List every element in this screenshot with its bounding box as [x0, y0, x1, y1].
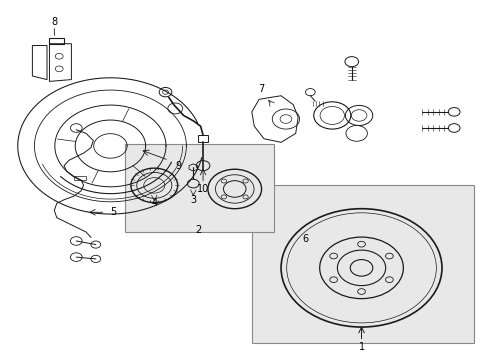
Text: 2: 2 — [195, 225, 201, 235]
Text: 4: 4 — [151, 198, 157, 208]
Bar — [49, 39, 64, 44]
Bar — [125, 144, 273, 232]
Text: 3: 3 — [190, 195, 196, 205]
Bar — [251, 185, 473, 343]
Text: 5: 5 — [109, 207, 116, 217]
Bar — [197, 135, 208, 141]
Bar — [74, 176, 86, 180]
Text: 9: 9 — [175, 161, 182, 171]
Text: 8: 8 — [51, 17, 57, 27]
Text: 10: 10 — [197, 184, 209, 194]
Text: 1: 1 — [358, 342, 364, 352]
Text: 7: 7 — [258, 84, 264, 94]
Text: 6: 6 — [302, 234, 308, 244]
